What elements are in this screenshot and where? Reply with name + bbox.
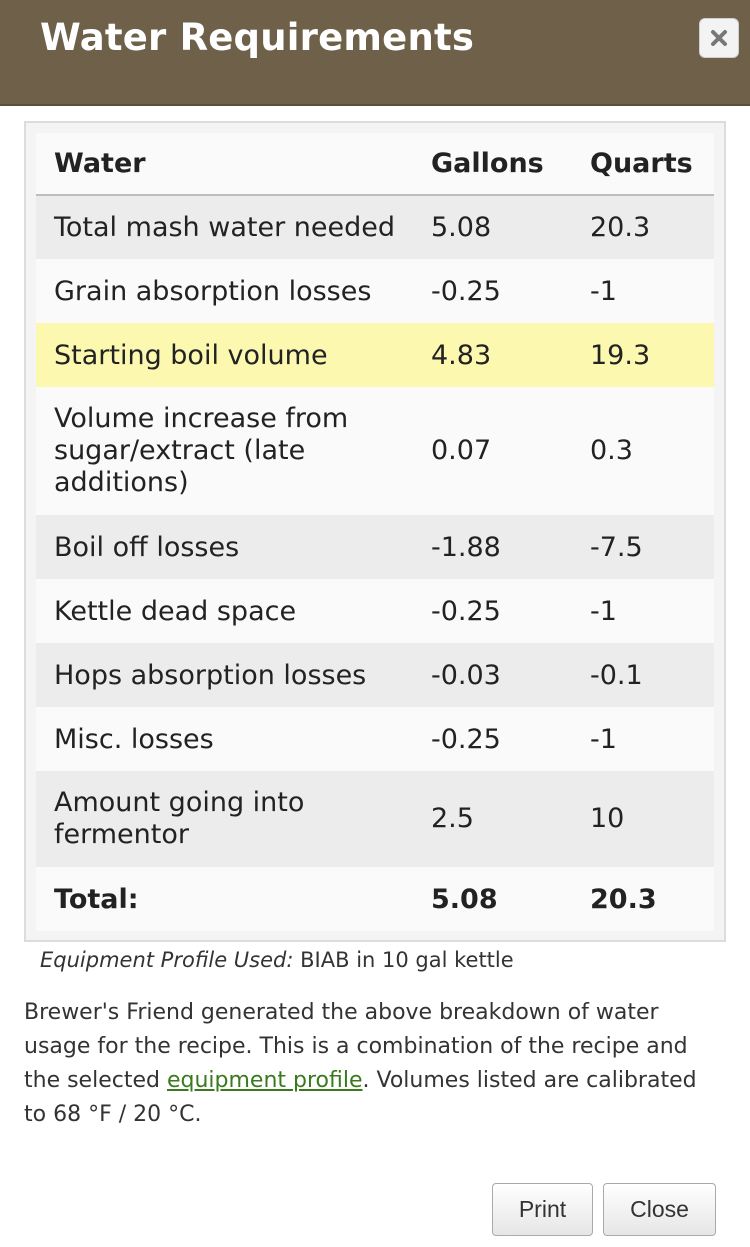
close-button[interactable]: Close bbox=[603, 1183, 716, 1236]
row-label: Total mash water needed bbox=[36, 195, 431, 259]
total-quarts: 20.3 bbox=[590, 867, 714, 931]
total-label: Total: bbox=[36, 867, 431, 931]
row-label: Hops absorption losses bbox=[36, 643, 431, 707]
row-quarts: 20.3 bbox=[590, 195, 714, 259]
column-header-gallons: Gallons bbox=[431, 133, 590, 196]
row-quarts: 0.3 bbox=[590, 387, 714, 515]
column-header-quarts: Quarts bbox=[590, 133, 714, 196]
table-row: Misc. losses -0.25 -1 bbox=[36, 707, 714, 771]
equipment-profile-link[interactable]: equipment profile bbox=[166, 1068, 363, 1093]
row-label: Boil off losses bbox=[36, 515, 431, 579]
row-gallons: 0.07 bbox=[431, 387, 590, 515]
table-row: Volume increase from sugar/extract (late… bbox=[36, 387, 714, 515]
row-quarts: -1 bbox=[590, 707, 714, 771]
row-label: Kettle dead space bbox=[36, 579, 431, 643]
row-quarts: -1 bbox=[590, 579, 714, 643]
table-row: Grain absorption losses -0.25 -1 bbox=[36, 259, 714, 323]
row-gallons: -1.88 bbox=[431, 515, 590, 579]
row-label: Starting boil volume bbox=[36, 323, 431, 387]
row-quarts: 19.3 bbox=[590, 323, 714, 387]
description-text-after: . Volumes listed are calibrated to 68 °F… bbox=[24, 1068, 697, 1127]
dialog-titlebar: Water Requirements bbox=[0, 0, 750, 106]
table-row: Total mash water needed 5.08 20.3 bbox=[36, 195, 714, 259]
close-icon bbox=[709, 28, 729, 48]
dialog-close-button[interactable] bbox=[699, 18, 739, 58]
table-row: Hops absorption losses -0.03 -0.1 bbox=[36, 643, 714, 707]
row-label: Amount going into fermentor bbox=[36, 771, 431, 867]
row-quarts: 10 bbox=[590, 771, 714, 867]
table-row: Kettle dead space -0.25 -1 bbox=[36, 579, 714, 643]
description-text-before: Brewer's Friend generated the above brea… bbox=[24, 1000, 688, 1093]
row-label: Misc. losses bbox=[36, 707, 431, 771]
row-gallons: -0.25 bbox=[431, 707, 590, 771]
row-gallons: -0.25 bbox=[431, 259, 590, 323]
table-total-row: Total: 5.08 20.3 bbox=[36, 867, 714, 931]
row-label: Grain absorption losses bbox=[36, 259, 431, 323]
table-row: Amount going into fermentor 2.5 10 bbox=[36, 771, 714, 867]
table-row: Boil off losses -1.88 -7.5 bbox=[36, 515, 714, 579]
row-quarts: -7.5 bbox=[590, 515, 714, 579]
print-button[interactable]: Print bbox=[492, 1183, 593, 1236]
column-header-water: Water bbox=[36, 133, 431, 196]
row-quarts: -0.1 bbox=[590, 643, 714, 707]
row-gallons: 4.83 bbox=[431, 323, 590, 387]
row-quarts: -1 bbox=[590, 259, 714, 323]
row-gallons: 2.5 bbox=[431, 771, 590, 867]
equipment-profile-line: Equipment Profile Used: BIAB in 10 gal k… bbox=[40, 948, 514, 972]
equipment-profile-label: Equipment Profile Used: bbox=[40, 948, 294, 972]
table-row-highlighted: Starting boil volume 4.83 19.3 bbox=[36, 323, 714, 387]
dialog-title: Water Requirements bbox=[40, 16, 475, 59]
row-gallons: -0.25 bbox=[431, 579, 590, 643]
row-label: Volume increase from sugar/extract (late… bbox=[36, 387, 431, 515]
row-gallons: 5.08 bbox=[431, 195, 590, 259]
table-header-row: Water Gallons Quarts bbox=[36, 133, 714, 196]
row-gallons: -0.03 bbox=[431, 643, 590, 707]
water-table-container: Water Gallons Quarts Total mash water ne… bbox=[24, 121, 726, 942]
water-table: Water Gallons Quarts Total mash water ne… bbox=[36, 133, 714, 931]
description-paragraph: Brewer's Friend generated the above brea… bbox=[24, 996, 724, 1132]
equipment-profile-value: BIAB in 10 gal kettle bbox=[300, 948, 514, 972]
total-gallons: 5.08 bbox=[431, 867, 590, 931]
